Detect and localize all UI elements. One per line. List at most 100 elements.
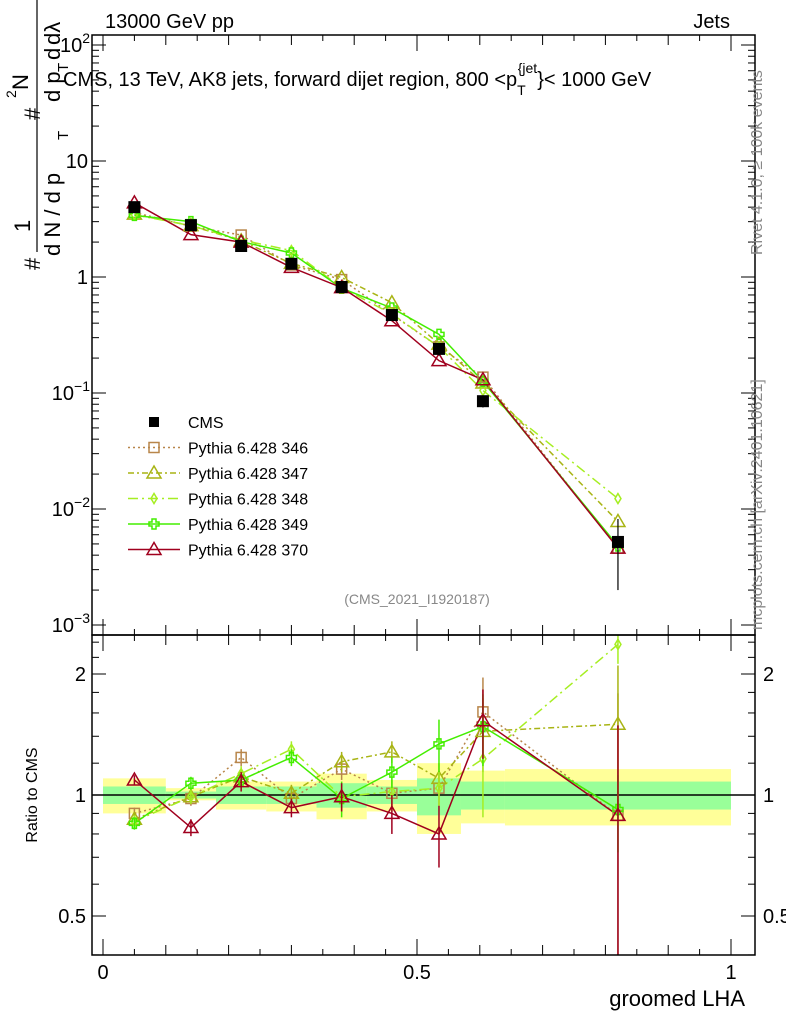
marker-open-cross <box>185 777 197 789</box>
title-main: CMS, 13 TeV, AK8 jets, forward dijet reg… <box>63 69 517 91</box>
legend-item: CMS <box>149 415 224 432</box>
title-end: }< 1000 GeV <box>537 69 652 91</box>
marker-square <box>385 309 398 322</box>
legend-label: Pythia 6.428 349 <box>188 517 308 534</box>
legend-item: Pythia 6.428 346 <box>128 441 308 458</box>
svg-text:T: T <box>55 63 72 72</box>
svg-text:T: T <box>55 131 72 140</box>
legend-item: Pythia 6.428 348 <box>128 492 308 509</box>
y-tick-label: 10 <box>66 151 88 173</box>
y-tick-label: 1 <box>77 267 88 289</box>
marker-open-diamond <box>435 781 443 795</box>
marker-square <box>476 395 489 408</box>
marker-open-triangle <box>474 712 492 727</box>
legend-item: Pythia 6.428 347 <box>128 464 308 483</box>
plot-title: CMS, 13 TeV, AK8 jets, forward dijet reg… <box>63 60 652 98</box>
marker-open-cross <box>477 720 489 733</box>
title-sup: {jet <box>518 60 538 76</box>
marker-open-triangle <box>182 819 200 834</box>
legend-item: Pythia 6.428 370 <box>128 541 308 560</box>
marker-open-triangle <box>430 825 448 840</box>
marker-open-diamond <box>150 492 158 505</box>
marker-open-triangle <box>333 788 350 803</box>
svg-text:dλ: dλ <box>40 22 65 45</box>
legend-label: CMS <box>188 415 224 432</box>
svg-text:d N / d p: d N / d p <box>40 173 65 256</box>
svg-text:#: # <box>20 107 45 120</box>
y-axis-label: # 1 d N / d p T # d p T d 2 N dλ <box>3 0 72 270</box>
ratio-tick-label-right: 1 <box>763 785 774 807</box>
svg-text:d: d <box>40 48 65 60</box>
x-tick-label: 1 <box>725 962 736 984</box>
ratio-y-axis-label: Ratio to CMS <box>24 747 41 842</box>
marker-square <box>128 201 141 214</box>
marker-open-triangle <box>283 799 300 814</box>
watermark: (CMS_2021_I1920187) <box>344 591 490 607</box>
series-line-main <box>134 211 619 549</box>
marker-open-diamond <box>614 492 622 506</box>
svg-text:d p: d p <box>40 71 65 102</box>
marker-open-triangle <box>232 773 250 788</box>
marker-open-square <box>148 441 160 454</box>
svg-text:#: # <box>20 257 45 270</box>
marker-open-cross <box>433 738 445 750</box>
marker-open-triangle <box>383 804 401 820</box>
marker-open-triangle <box>430 352 448 367</box>
svg-text:N: N <box>8 74 33 90</box>
x-tick-label: 0.5 <box>403 962 431 984</box>
legend-label: Pythia 6.428 347 <box>188 466 308 483</box>
marker-square <box>611 535 624 548</box>
legend-label: Pythia 6.428 348 <box>188 492 308 509</box>
svg-text:2: 2 <box>3 90 19 98</box>
marker-open-cross <box>285 751 298 764</box>
marker-open-triangle <box>145 541 163 556</box>
legend-label: Pythia 6.428 346 <box>188 441 308 458</box>
side-text-rivet: Rivet 4.1.0, ≥ 100k events <box>749 70 766 255</box>
header-left: 13000 GeV pp <box>105 11 234 33</box>
marker-open-triangle <box>609 806 627 822</box>
marker-open-triangle <box>333 753 350 768</box>
marker-open-triangle <box>145 464 163 479</box>
marker-square <box>235 240 248 253</box>
marker-open-cross <box>433 328 445 341</box>
y-tick-label: 102 <box>60 30 90 57</box>
marker-open-diamond <box>187 790 195 804</box>
data-marks <box>126 194 627 955</box>
y-tick-label: 10−2 <box>52 494 90 521</box>
x-tick-label: 0 <box>97 962 108 984</box>
axes: 102 10 1 10−1 10−2 10−3 2 2 1 1 0.5 0.5 0 0.5 1 <box>52 30 786 984</box>
marker-open-cross <box>612 803 624 816</box>
marker-open-triangle <box>283 784 300 800</box>
marker-square <box>432 342 445 355</box>
marker-open-cross <box>128 209 141 222</box>
legend: CMS Pythia 6.428 346 Pythia 6.428 347 Pythi… <box>128 415 308 560</box>
svg-text:CMS, 13 TeV, AK8 jets, forward: CMS, 13 TeV, AK8 jets, forward dijet reg… <box>63 60 652 98</box>
ratio-tick-label-right: 2 <box>763 664 774 686</box>
marker-open-triangle <box>474 374 492 389</box>
x-axis-label: groomed LHA <box>609 986 745 1011</box>
marker-open-diamond <box>614 637 622 651</box>
ratio-tick-label-left: 1 <box>75 785 86 807</box>
marker-square <box>335 280 348 293</box>
marker-open-cross <box>148 518 160 530</box>
ratio-tick-label-right: 0.5 <box>763 906 786 928</box>
marker-square <box>149 417 159 427</box>
marker-open-triangle <box>474 371 492 386</box>
header-right: Jets <box>693 11 730 33</box>
ratio-tick-label-left: 0.5 <box>58 906 86 928</box>
marker-open-triangle <box>126 771 143 786</box>
marker-open-cross <box>335 792 348 805</box>
legend-item: Pythia 6.428 349 <box>128 517 308 534</box>
marker-open-cross <box>477 375 489 388</box>
marker-open-cross <box>386 766 398 778</box>
marker-open-triangle <box>383 743 401 758</box>
y-tick-label: 10−1 <box>52 378 90 405</box>
marker-square <box>184 219 197 232</box>
marker-open-cross <box>128 817 141 830</box>
y-tick-label: 10−3 <box>52 610 90 637</box>
svg-text:1: 1 <box>10 220 35 232</box>
title-sub: T <box>517 82 526 98</box>
marker-open-triangle <box>182 226 200 241</box>
